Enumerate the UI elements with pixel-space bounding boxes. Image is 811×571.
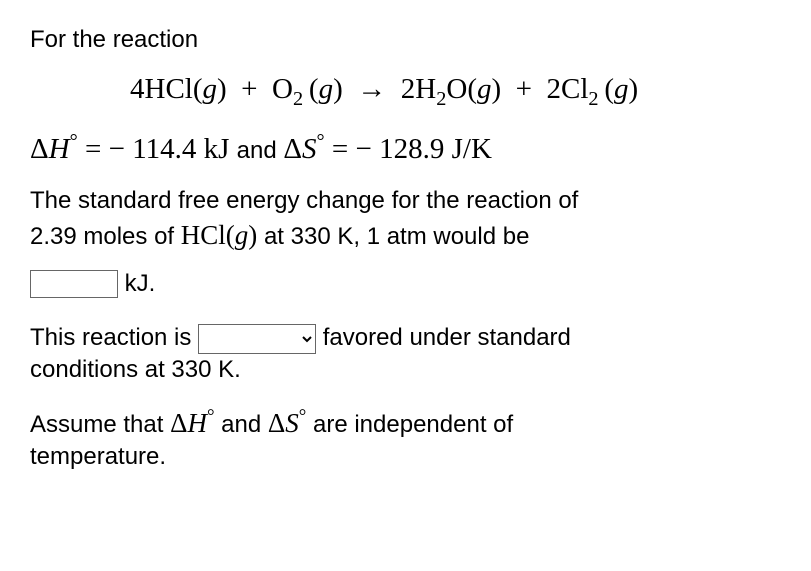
assume-post2: temperature. [30,443,166,470]
coeff-cl2: 2 [547,73,562,105]
answer-row: kJ. [30,268,781,300]
ds-value: − 128.9 J/K [356,133,492,165]
species-o2-sub: 2 [293,88,303,110]
reaction-equation: 4HCl(g) + O2 (g) → 2H2O(g) + 2Cl2 (g) [30,70,781,109]
reaction-arrow: → [357,73,386,105]
intro-text: For the reaction [30,24,781,56]
question-species: HCl [181,220,226,250]
assume-dh-deg: ° [207,406,215,427]
favored-post-b: conditions at 330 K. [30,356,241,383]
thermo-values: ΔH° = − 114.4 kJ and ΔS° = − 128.9 J/K [30,130,781,169]
phase-hcl: g [203,73,218,105]
equals-1: = [85,133,109,165]
species-h2o-h: H [415,73,436,105]
delta-s-delta: Δ [283,133,302,165]
species-h2o-o: O [446,73,467,105]
phase-o2: g [319,73,334,105]
favored-select[interactable] [198,324,316,354]
coeff-h2o: 2 [401,73,416,105]
coeff-hcl: 4 [130,73,145,105]
favored-text: This reaction is favored under standard … [30,322,781,387]
delta-s-s: S [302,133,317,165]
question-moles-word: moles of [77,223,181,250]
assume-post: are independent of [306,411,513,438]
favored-post-a: favored under standard [316,324,571,351]
question-line1b: at 330 K, 1 atm would be [257,223,529,250]
answer-unit: kJ. [118,270,155,297]
assume-pre: Assume that [30,411,170,438]
free-energy-input[interactable] [30,270,118,298]
equals-2: = [332,133,356,165]
question-species-phase: g [235,220,249,250]
delta-s-degree: ° [317,130,325,152]
assume-and: and [215,411,268,438]
species-cl2-sub: 2 [588,88,598,110]
delta-h-degree: ° [70,130,78,152]
dh-value: − 114.4 kJ [109,133,230,165]
assume-ds-delta: Δ [268,408,285,438]
assume-text: Assume that ΔH° and ΔS° are independent … [30,405,781,474]
delta-h-h: H [49,133,70,165]
assume-dh-delta: Δ [170,408,187,438]
favored-pre: This reaction is [30,324,198,351]
and-text: and [237,137,284,164]
species-hcl: HCl [145,73,193,105]
species-h2o-hsub: 2 [436,88,446,110]
assume-dh-h: H [187,408,207,438]
delta-h-delta: Δ [30,133,49,165]
question-moles: 2.39 [30,223,77,250]
question-line1a: The standard free energy change for the … [30,187,578,214]
species-cl2: Cl [561,73,588,105]
species-o2-o: O [272,73,293,105]
assume-ds-s: S [285,408,299,438]
phase-cl2: g [614,73,629,105]
question-text: The standard free energy change for the … [30,185,781,254]
phase-h2o: g [477,73,492,105]
